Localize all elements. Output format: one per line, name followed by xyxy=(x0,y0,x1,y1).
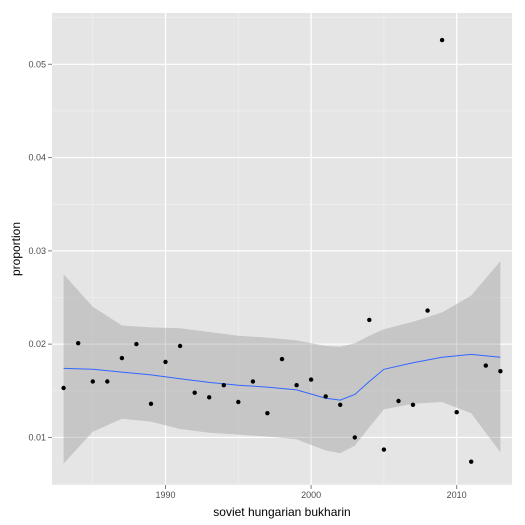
y-tick-label: 0.01 xyxy=(28,432,46,442)
data-point xyxy=(119,355,125,361)
data-point xyxy=(308,377,314,382)
data-point xyxy=(265,411,270,416)
y-axis-ticks: 0.01 0.02 0.03 0.04 0.05 xyxy=(28,59,52,442)
data-point xyxy=(425,308,430,313)
data-point xyxy=(207,395,212,400)
data-point xyxy=(498,369,503,374)
x-tick-label: 2000 xyxy=(301,490,321,500)
data-point xyxy=(236,399,241,405)
data-point xyxy=(105,379,110,384)
data-point xyxy=(279,356,285,362)
data-point xyxy=(469,459,474,464)
data-point xyxy=(410,402,416,407)
y-tick-label: 0.03 xyxy=(28,246,46,256)
major-grid xyxy=(52,13,512,485)
data-point xyxy=(177,343,183,349)
data-point xyxy=(367,317,372,323)
data-point xyxy=(338,402,343,407)
data-point xyxy=(250,379,256,384)
data-point xyxy=(396,398,401,404)
data-point xyxy=(352,435,357,440)
y-tick-label: 0.05 xyxy=(28,59,46,69)
data-point xyxy=(323,394,328,399)
data-point xyxy=(192,390,197,395)
data-point xyxy=(294,383,299,388)
plot-panel xyxy=(52,13,512,485)
data-point xyxy=(134,341,139,347)
data-point xyxy=(221,383,226,388)
y-tick-label: 0.02 xyxy=(28,339,46,349)
smooth-line xyxy=(63,353,501,401)
x-tick-label: 2010 xyxy=(447,490,467,500)
data-point xyxy=(381,447,387,452)
data-point xyxy=(454,410,459,415)
x-axis-ticks: 1990 2000 2010 xyxy=(156,485,467,500)
x-axis-title: soviet hungarian bukharin xyxy=(213,505,350,519)
data-point xyxy=(61,385,66,391)
confidence-ribbon xyxy=(63,261,501,464)
y-tick-label: 0.04 xyxy=(28,153,46,163)
data-point xyxy=(90,379,96,384)
data-point xyxy=(76,341,81,346)
x-tick-label: 1990 xyxy=(156,490,176,500)
y-axis-title: proportion xyxy=(9,222,23,276)
data-points xyxy=(61,37,503,464)
data-point xyxy=(163,359,168,365)
data-point xyxy=(148,401,154,406)
minor-grid xyxy=(52,13,512,485)
data-point xyxy=(483,363,488,368)
data-point xyxy=(439,37,445,43)
